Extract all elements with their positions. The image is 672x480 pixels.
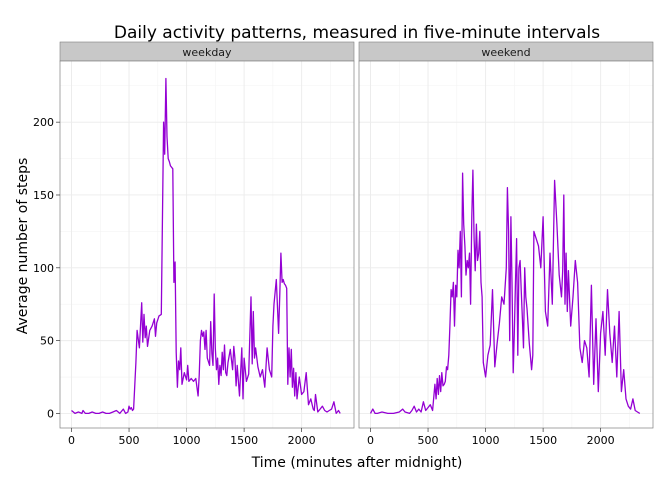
strip-label-weekend: weekend	[481, 46, 530, 59]
x-tick-label: 1000	[472, 434, 500, 447]
panels: weekday 0 500 1000 1500 2000 0 50 100 150 200 weeke…	[33, 41, 654, 447]
x-axis-title: Time (minutes after midnight)	[251, 455, 463, 471]
x-tick-label: 1500	[529, 434, 557, 447]
chart-title: Daily activity patterns, measured in fiv…	[114, 23, 600, 43]
y-tick-label: 0	[47, 407, 54, 420]
x-tick-label: 2000	[587, 434, 615, 447]
x-tick-label: 500	[119, 434, 140, 447]
y-tick-label: 50	[40, 335, 54, 348]
x-tick-label: 1500	[230, 434, 258, 447]
y-tick-label: 200	[33, 116, 54, 129]
y-axis-title: Average number of steps	[15, 158, 31, 335]
x-tick-label: 2000	[288, 434, 316, 447]
x-tick-label: 0	[367, 434, 374, 447]
x-tick-label: 0	[68, 434, 75, 447]
y-tick-label: 150	[33, 189, 54, 202]
y-tick-label: 100	[33, 262, 54, 275]
panel-border-weekday	[59, 60, 355, 429]
strip-label-weekday: weekday	[182, 46, 232, 59]
x-tick-label: 500	[418, 434, 439, 447]
x-tick-label: 1000	[173, 434, 201, 447]
panel-weekend: weekend 0 500 1000 1500 2000	[358, 41, 654, 447]
series-line-weekend	[369, 169, 641, 415]
series-line-weekday	[71, 77, 341, 415]
panel-border-weekend	[358, 60, 654, 429]
plot-area-weekday	[60, 61, 354, 428]
panel-weekday: weekday 0 500 1000 1500 2000 0 50 100 150 200	[33, 41, 355, 447]
